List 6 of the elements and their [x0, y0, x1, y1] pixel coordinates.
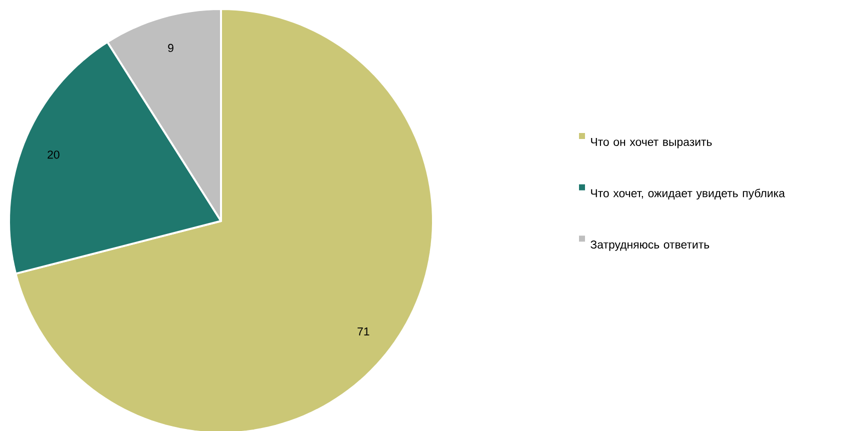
legend-label: Затрудняюсь ответить — [590, 240, 710, 251]
data-label: 20 — [48, 150, 60, 159]
legend-label: Что хочет, ожидает увидеть публика — [591, 188, 785, 200]
legend-label: Что он хочет выразить — [591, 138, 712, 148]
data-label: 71 — [358, 328, 370, 336]
data-label: 9 — [168, 44, 174, 52]
